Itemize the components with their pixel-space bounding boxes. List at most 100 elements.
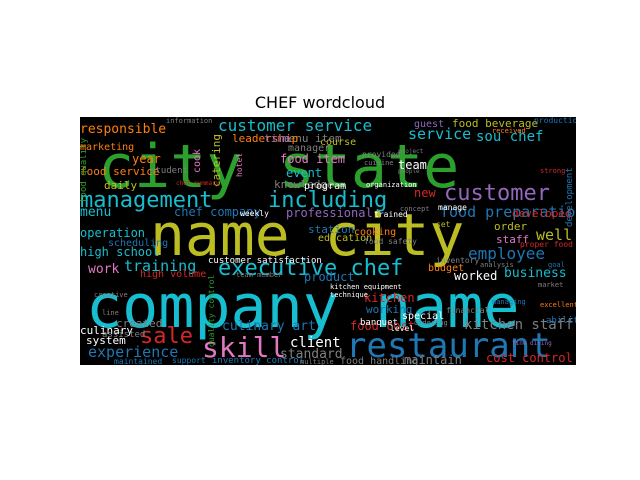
wordcloud-panel: city state name city company name restauran… [80, 117, 576, 365]
chart-title: CHEF wordcloud [254, 93, 386, 112]
word-skill: skill [202, 331, 286, 364]
word-order: order [494, 220, 527, 233]
word-proper-food: proper food [520, 240, 573, 249]
word-food-safety: food safety [364, 237, 417, 246]
word-experience: experience [88, 343, 178, 361]
word-city-state: city state [98, 132, 459, 202]
word-assisted: assisted [102, 330, 145, 340]
word-managing: managing [492, 298, 526, 306]
word-program: program [304, 181, 346, 192]
word-scheduling: scheduling [108, 238, 168, 249]
word-creative: creative [94, 291, 128, 299]
word-budget: budget [428, 263, 464, 274]
word-trained: trained [374, 210, 408, 219]
word-created: created [116, 317, 162, 330]
word-line: line [102, 309, 119, 317]
word-received: received [492, 127, 526, 135]
word-service: service [408, 125, 471, 143]
word-management: management [80, 188, 212, 213]
word-work: work [88, 262, 119, 277]
word-working: working [366, 303, 412, 316]
word-fine-dining: fine dining [512, 340, 552, 347]
word-client: client [290, 335, 341, 351]
word-production: production [534, 117, 576, 125]
word-course: course [320, 137, 356, 148]
word-marketing: marketing [80, 142, 134, 153]
word-worked: worked [454, 269, 497, 283]
word-inventory-control: inventory control [212, 356, 304, 365]
word-station: station [308, 223, 354, 236]
word-company-name: company name [86, 272, 519, 342]
word-food-cost: food cost [350, 319, 415, 333]
word-staff: staff [496, 233, 529, 246]
word-set: set [436, 220, 451, 229]
word-team-member: team member [236, 271, 282, 279]
word-special: special [402, 311, 444, 322]
word-manage: manage [438, 203, 467, 212]
word-responsible: responsible [80, 122, 166, 137]
word-food-quality: food quality [80, 137, 89, 203]
word-knowledge: knowledge [274, 178, 334, 191]
word-year: year [132, 152, 161, 166]
word-technique: technique [330, 291, 368, 299]
word-business: business [504, 266, 567, 281]
word-excellent: excellent [540, 301, 576, 309]
word-strong: strong [540, 167, 565, 175]
word-ability: ability [546, 316, 576, 326]
word-customer-service: customer service [218, 117, 372, 135]
word-financial: financial [446, 306, 490, 315]
word-menu: menu [80, 205, 111, 220]
word-guest: guest [414, 119, 444, 130]
word-information: information [166, 117, 212, 125]
word-new: new [414, 186, 436, 200]
word-professional: professional [286, 206, 373, 220]
word-culinary-art: culinary art [222, 319, 316, 334]
word-operation: operation [80, 226, 145, 240]
word-menu-item: menu item [282, 132, 342, 145]
word-goal: goal [548, 261, 565, 269]
word-including: including [268, 188, 387, 213]
word-maintained: maintained [114, 357, 162, 365]
word-culinary: culinary [80, 324, 133, 337]
word-organization: organization [366, 181, 417, 189]
word-customer: customer [444, 181, 550, 206]
word-manager: manager [288, 143, 330, 154]
word-food-beverage: food beverage [452, 117, 538, 130]
word-training: training [124, 257, 196, 275]
word-analysis: analysis [480, 261, 514, 269]
word-high-school: high school [80, 245, 159, 259]
word-event: event [286, 166, 322, 180]
word-banquet: banquet [360, 318, 398, 328]
word-cook: cook [192, 149, 203, 173]
word-sale: sale [140, 324, 193, 349]
word-food-handling: food handling [340, 356, 418, 365]
word-name-city: name city [150, 201, 464, 269]
word-catering: catering [210, 134, 223, 187]
word-people: people [398, 168, 420, 175]
word-cost-control: cost control [486, 351, 573, 365]
word-concept: concept [400, 205, 430, 213]
word-executive-chef: executive chef [218, 256, 403, 281]
word-customer-satisfaction: customer satisfaction [208, 256, 322, 266]
word-food-preparation: food preparation [440, 203, 576, 221]
word-employee: employee [468, 244, 545, 263]
word-cuisine: cuisine [364, 159, 394, 167]
word-standard: standard [280, 347, 343, 362]
word-team: team [398, 158, 427, 172]
word-kitchen-staff: kitchen staff [464, 317, 574, 333]
word-well: well [536, 226, 572, 244]
word-weekly: weekly [240, 209, 269, 218]
word-food-service: food service [80, 165, 159, 178]
word-student: student [150, 166, 188, 176]
word-education: education [318, 233, 372, 244]
word-time: time [264, 132, 291, 145]
word-developed: developed [512, 207, 572, 220]
word-food-item: food item [280, 152, 345, 166]
word-chef-summary: chef summary [176, 180, 220, 187]
word-restaurant: restaurant [346, 326, 551, 365]
word-daily: daily [104, 179, 137, 192]
word-maintain: maintain [404, 353, 462, 365]
word-product: product [304, 270, 355, 284]
